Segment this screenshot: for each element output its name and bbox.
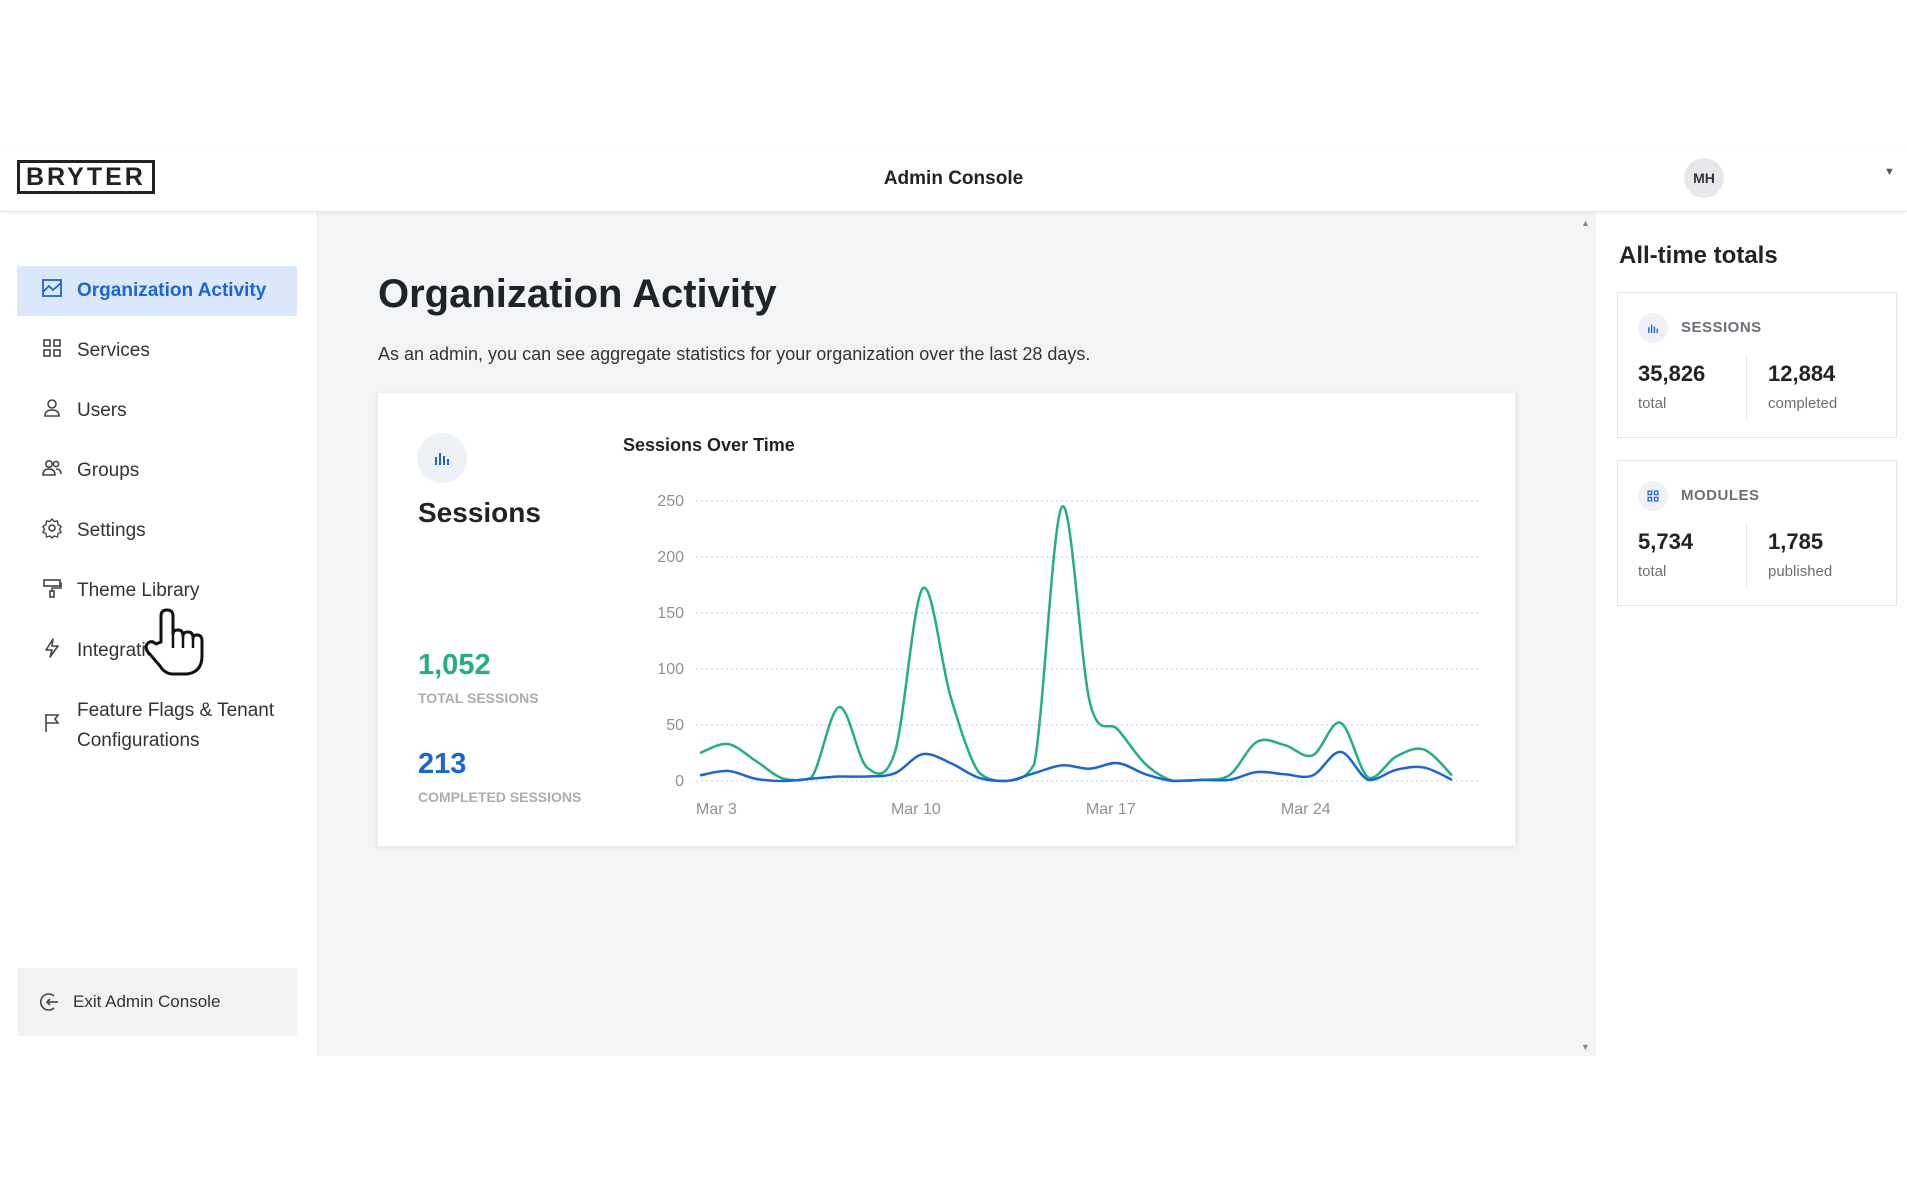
total-sessions-label: TOTAL SESSIONS: [418, 690, 539, 706]
modules-published-label: published: [1768, 563, 1833, 580]
sidebar-item-services[interactable]: Services: [17, 326, 297, 376]
x-tick-label: Mar 17: [1086, 801, 1136, 818]
scrollbar[interactable]: [1576, 212, 1596, 1056]
sessions-completed-value: 12,884: [1768, 361, 1836, 386]
sidebar-item-label: Organization Activity: [77, 280, 267, 301]
divider: [1746, 523, 1747, 587]
bryter-logo[interactable]: BRYTER: [17, 160, 155, 194]
sidebar-item-label: Theme Library: [77, 580, 200, 601]
modules-published-value: 1,785: [1768, 529, 1824, 554]
main-content: Organization Activity As an admin, you c…: [318, 212, 1596, 1056]
bolt-icon: [45, 638, 59, 658]
right-panel: All-time totals SESSIONS 35,826 total 12…: [1597, 212, 1907, 1056]
modules-label: MODULES: [1681, 487, 1760, 504]
x-tick-label: Mar 3: [696, 801, 737, 818]
sidebar-item-users[interactable]: Users: [17, 386, 297, 436]
sessions-total-label: total: [1638, 395, 1667, 412]
x-tick-label: Mar 24: [1281, 801, 1331, 818]
series-line-0: [699, 505, 1453, 783]
y-tick-label: 0: [675, 773, 684, 790]
y-tick-label: 50: [666, 717, 684, 734]
hand-pointer-cursor-icon: [144, 608, 204, 676]
chevron-down-icon[interactable]: ▼: [1884, 166, 1895, 178]
sidebar-item-settings[interactable]: Settings: [17, 506, 297, 556]
sidebar-item-label: Services: [77, 340, 150, 361]
modules-total-value: 5,734: [1638, 529, 1694, 554]
sidebar-item-label: Groups: [77, 460, 140, 481]
page-title: Organization Activity: [378, 272, 777, 316]
divider: [1746, 355, 1747, 419]
sidebar-item-feature-flags[interactable]: Feature Flags & Tenant Configurations: [17, 686, 297, 766]
sidebar-item-organization-activity[interactable]: Organization Activity: [17, 266, 297, 316]
page-description: As an admin, you can see aggregate stati…: [378, 344, 1091, 364]
sidebar-item-label: Settings: [77, 520, 146, 541]
users-icon: [42, 459, 62, 476]
scroll-up-arrow-icon[interactable]: ▲: [1581, 218, 1590, 228]
y-tick-label: 100: [657, 661, 684, 678]
completed-sessions-value: 213: [418, 748, 467, 780]
header-title: Admin Console: [883, 168, 1024, 189]
user-avatar[interactable]: MH: [1684, 158, 1724, 198]
x-tick-label: Mar 10: [891, 801, 941, 818]
sidebar-item-label: Feature Flags & Tenant Configurations: [77, 700, 275, 751]
y-tick-label: 150: [657, 605, 684, 622]
modules-totals-card: MODULES 5,734 total 1,785 published: [1617, 460, 1897, 606]
sidebar-item-theme-library[interactable]: Theme Library: [17, 566, 297, 616]
flag-icon: [45, 714, 60, 732]
total-sessions-value: 1,052: [418, 649, 491, 681]
exit-label: Exit Admin Console: [73, 992, 221, 1011]
grid-icon: [43, 339, 61, 357]
sessions-label: SESSIONS: [1681, 319, 1762, 336]
bar-chart-icon: [1638, 313, 1668, 343]
completed-sessions-label: COMPLETED SESSIONS: [418, 789, 582, 805]
sessions-totals-card: SESSIONS 35,826 total 12,884 completed: [1617, 292, 1897, 438]
sidebar-item-label: Users: [77, 400, 127, 421]
user-icon: [44, 399, 60, 417]
grid-icon: [1638, 481, 1668, 511]
sessions-card: Sessions 1,052 TOTAL SESSIONS 213 COMPLE…: [377, 392, 1516, 847]
sessions-total-value: 35,826: [1638, 361, 1706, 386]
y-tick-label: 200: [657, 549, 684, 566]
top-header: BRYTER Admin Console MH ▼: [0, 152, 1907, 212]
card-heading: Sessions: [418, 497, 541, 528]
right-panel-title: All-time totals: [1619, 242, 1778, 269]
exit-icon: [39, 993, 58, 1011]
series-line-1: [699, 750, 1453, 783]
paint-roller-icon: [43, 579, 62, 598]
gear-icon: [42, 517, 62, 539]
scroll-down-arrow-icon[interactable]: ▼: [1581, 1042, 1590, 1052]
app-root: BRYTER Admin Console MH ▼ Organization A…: [0, 152, 1907, 1056]
chart-title: Sessions Over Time: [623, 435, 795, 455]
sessions-line-chart: 0 50 100 150 200 250 Mar 3 Mar 10 Mar 17 Mar 24: [657, 493, 1478, 818]
chart-area-icon: [42, 279, 62, 297]
y-tick-label: 250: [657, 493, 684, 510]
sidebar: Organization Activity Services Users: [0, 212, 318, 1056]
sidebar-item-groups[interactable]: Groups: [17, 446, 297, 496]
exit-admin-console-button[interactable]: Exit Admin Console: [17, 968, 297, 1036]
modules-total-label: total: [1638, 563, 1667, 580]
sessions-completed-label: completed: [1768, 395, 1838, 412]
bar-chart-icon: [417, 433, 467, 483]
